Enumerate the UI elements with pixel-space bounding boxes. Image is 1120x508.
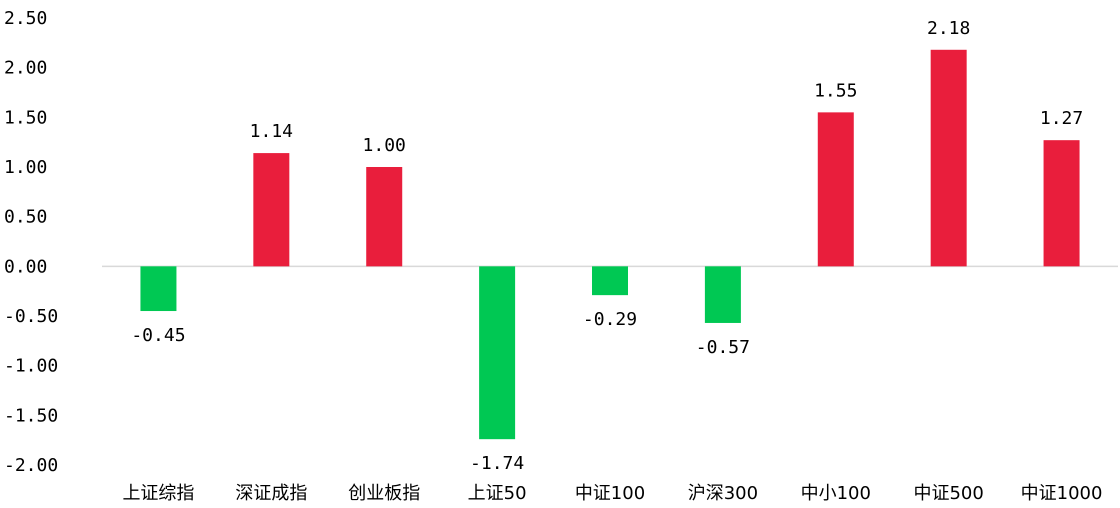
y-tick-label: 2.00: [4, 58, 47, 79]
data-label: -0.57: [696, 337, 750, 358]
bar: [704, 266, 741, 323]
y-tick-label: -2.00: [4, 455, 58, 476]
category-label: 中小100: [801, 483, 871, 504]
bar: [1043, 140, 1080, 267]
y-tick-label: -1.50: [4, 405, 58, 426]
data-label: 1.55: [814, 80, 857, 101]
data-label: 2.18: [927, 18, 970, 39]
data-labels: -0.45 1.14 1.00 -1.74 -0.29 -0.57 1.55 2.18 1.27: [131, 18, 1083, 474]
y-axis: 2.50 2.00 1.50 1.00 0.50 0.00 -0.50 -1.00 -1.50 -…: [4, 8, 58, 476]
category-label: 沪深300: [688, 483, 758, 504]
category-label: 中证1000: [1021, 483, 1103, 504]
bar: [479, 266, 516, 440]
bar: [930, 49, 967, 267]
bars: [140, 49, 1080, 440]
y-tick-label: 0.50: [4, 207, 47, 228]
data-label: -0.45: [131, 325, 185, 346]
data-label: 1.00: [363, 135, 406, 156]
category-label: 上证50: [468, 483, 527, 504]
y-tick-label: 0.00: [4, 256, 47, 277]
data-label: -1.74: [470, 453, 524, 474]
bar: [592, 266, 628, 296]
data-label: 1.27: [1040, 108, 1083, 129]
bar: [366, 167, 403, 267]
y-tick-label: 1.00: [4, 157, 47, 178]
x-axis: 上证综指 深证成指 创业板指 上证50 中证100 沪深300 中小100 中证500 中证10…: [122, 483, 1102, 504]
bar: [253, 153, 290, 267]
data-label: -0.29: [583, 309, 637, 330]
bar: [140, 266, 177, 312]
y-tick-label: 1.50: [4, 107, 47, 128]
y-tick-label: -0.50: [4, 306, 58, 327]
category-label: 中证100: [575, 483, 645, 504]
category-label: 创业板指: [348, 483, 420, 504]
category-label: 上证综指: [122, 483, 194, 504]
y-tick-label: -1.00: [4, 356, 58, 377]
bar: [817, 112, 854, 267]
y-tick-label: 2.50: [4, 8, 47, 29]
category-label: 中证500: [913, 483, 983, 504]
category-label: 深证成指: [235, 483, 307, 504]
data-label: 1.14: [250, 121, 293, 142]
